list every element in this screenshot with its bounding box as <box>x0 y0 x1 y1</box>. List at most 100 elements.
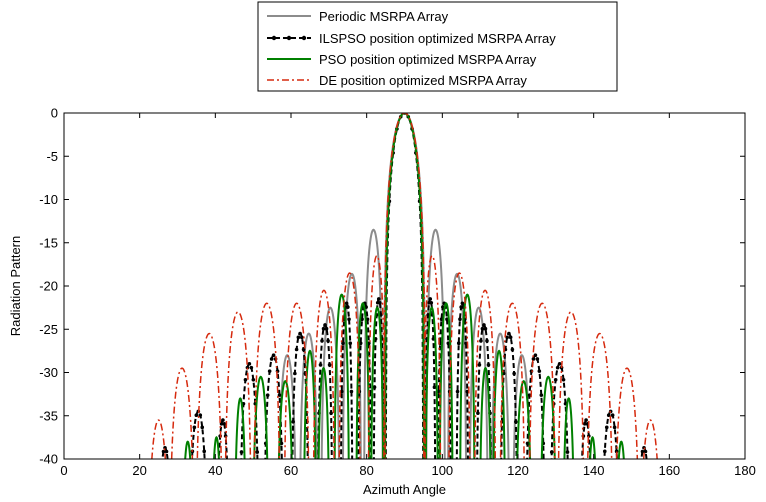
series-marker <box>245 365 250 370</box>
series-line <box>340 302 354 459</box>
series-marker <box>265 393 270 397</box>
legend-box <box>257 1 618 92</box>
series-line <box>642 419 658 459</box>
series-line <box>303 349 317 459</box>
series-line <box>213 436 220 459</box>
series-marker <box>161 449 166 454</box>
series-marker <box>561 377 566 382</box>
series-marker <box>537 369 542 373</box>
series-line <box>474 289 497 459</box>
series-marker <box>455 389 460 394</box>
legend-label-periodic: Periodic MSRPA Array <box>319 9 449 24</box>
series-line <box>587 332 613 459</box>
series-marker <box>480 326 485 331</box>
series-marker <box>514 420 518 424</box>
y-tick-label: 0 <box>51 106 58 121</box>
x-tick-label: 160 <box>658 463 680 478</box>
series-marker <box>555 365 560 370</box>
series-line <box>363 228 384 459</box>
legend: Periodic MSRPA Array ILSPSO position opt… <box>257 1 618 92</box>
series-marker <box>456 341 461 346</box>
series-marker <box>477 363 482 367</box>
y-tick-label: -35 <box>39 408 58 423</box>
legend-label-de: DE position optimized MSRPA Array <box>319 73 527 88</box>
series-marker <box>344 301 349 306</box>
y-axis-label: Radiation Pattern <box>8 236 23 336</box>
series-marker <box>557 362 562 366</box>
series-marker <box>610 413 615 418</box>
series-marker <box>376 297 381 301</box>
series-line <box>455 302 469 459</box>
axis-ticks: 0 20 40 60 80 100 120 140 160 180 0 -5 -10 -15 -20 -25 -… <box>39 106 756 479</box>
series-marker <box>482 323 486 327</box>
series-marker <box>326 339 330 343</box>
x-tick-label: 0 <box>60 463 67 478</box>
series-marker <box>291 420 295 424</box>
series-marker <box>612 425 617 430</box>
series-marker <box>164 449 169 454</box>
series-marker <box>200 425 205 430</box>
series-line <box>557 311 585 459</box>
x-tick-label: 60 <box>284 463 298 478</box>
series-marker <box>507 331 511 336</box>
series-marker <box>512 371 516 376</box>
series-line <box>479 366 492 459</box>
x-tick-label: 180 <box>734 463 756 478</box>
series-marker <box>640 449 645 454</box>
series-marker <box>198 413 203 418</box>
series-line <box>617 440 625 459</box>
series-marker <box>249 365 254 370</box>
series-line <box>492 349 506 459</box>
series-marker <box>565 450 570 454</box>
series-marker <box>194 413 199 418</box>
series-line <box>516 380 532 459</box>
series-marker <box>271 353 276 358</box>
series-marker <box>348 341 353 346</box>
series-marker <box>239 450 244 454</box>
series-line <box>384 113 425 459</box>
y-tick-label: -20 <box>39 279 58 294</box>
series-marker <box>347 317 351 322</box>
series-marker <box>549 450 554 454</box>
series-marker <box>294 347 299 352</box>
series-line <box>224 311 252 459</box>
series-marker <box>531 357 536 361</box>
series-marker <box>483 326 488 331</box>
x-axis-label: Azimuth Angle <box>363 482 446 497</box>
series-line <box>367 254 386 459</box>
x-tick-label: 140 <box>583 463 605 478</box>
series-line <box>540 375 556 459</box>
series-marker <box>602 449 607 454</box>
series-line <box>424 306 439 459</box>
series-marker <box>192 425 197 430</box>
y-tick-label: -30 <box>39 365 58 380</box>
series-line <box>235 397 246 459</box>
series-line <box>589 436 596 459</box>
series-marker <box>323 323 327 327</box>
series-marker <box>202 449 207 454</box>
series-marker <box>324 326 329 331</box>
series-line <box>284 302 310 459</box>
series-marker <box>485 339 489 343</box>
x-tick-label: 100 <box>431 463 453 478</box>
series-marker <box>267 369 272 373</box>
series-marker <box>429 300 434 305</box>
series-line <box>317 366 330 459</box>
series-marker <box>251 377 256 382</box>
series-line <box>184 440 192 459</box>
series-marker <box>301 347 306 352</box>
series-marker <box>346 305 350 309</box>
series-marker <box>643 449 648 454</box>
series-marker <box>300 335 304 340</box>
y-tick-label: -25 <box>39 322 58 337</box>
series-marker <box>604 425 609 430</box>
series-marker <box>476 411 480 415</box>
x-tick-label: 80 <box>359 463 373 478</box>
series-line <box>196 332 222 459</box>
series-line <box>370 306 385 459</box>
series-marker <box>508 335 513 340</box>
series-3 <box>151 113 658 459</box>
series-marker <box>378 300 382 305</box>
series-marker <box>341 341 345 346</box>
legend-marker-dot <box>271 35 277 41</box>
